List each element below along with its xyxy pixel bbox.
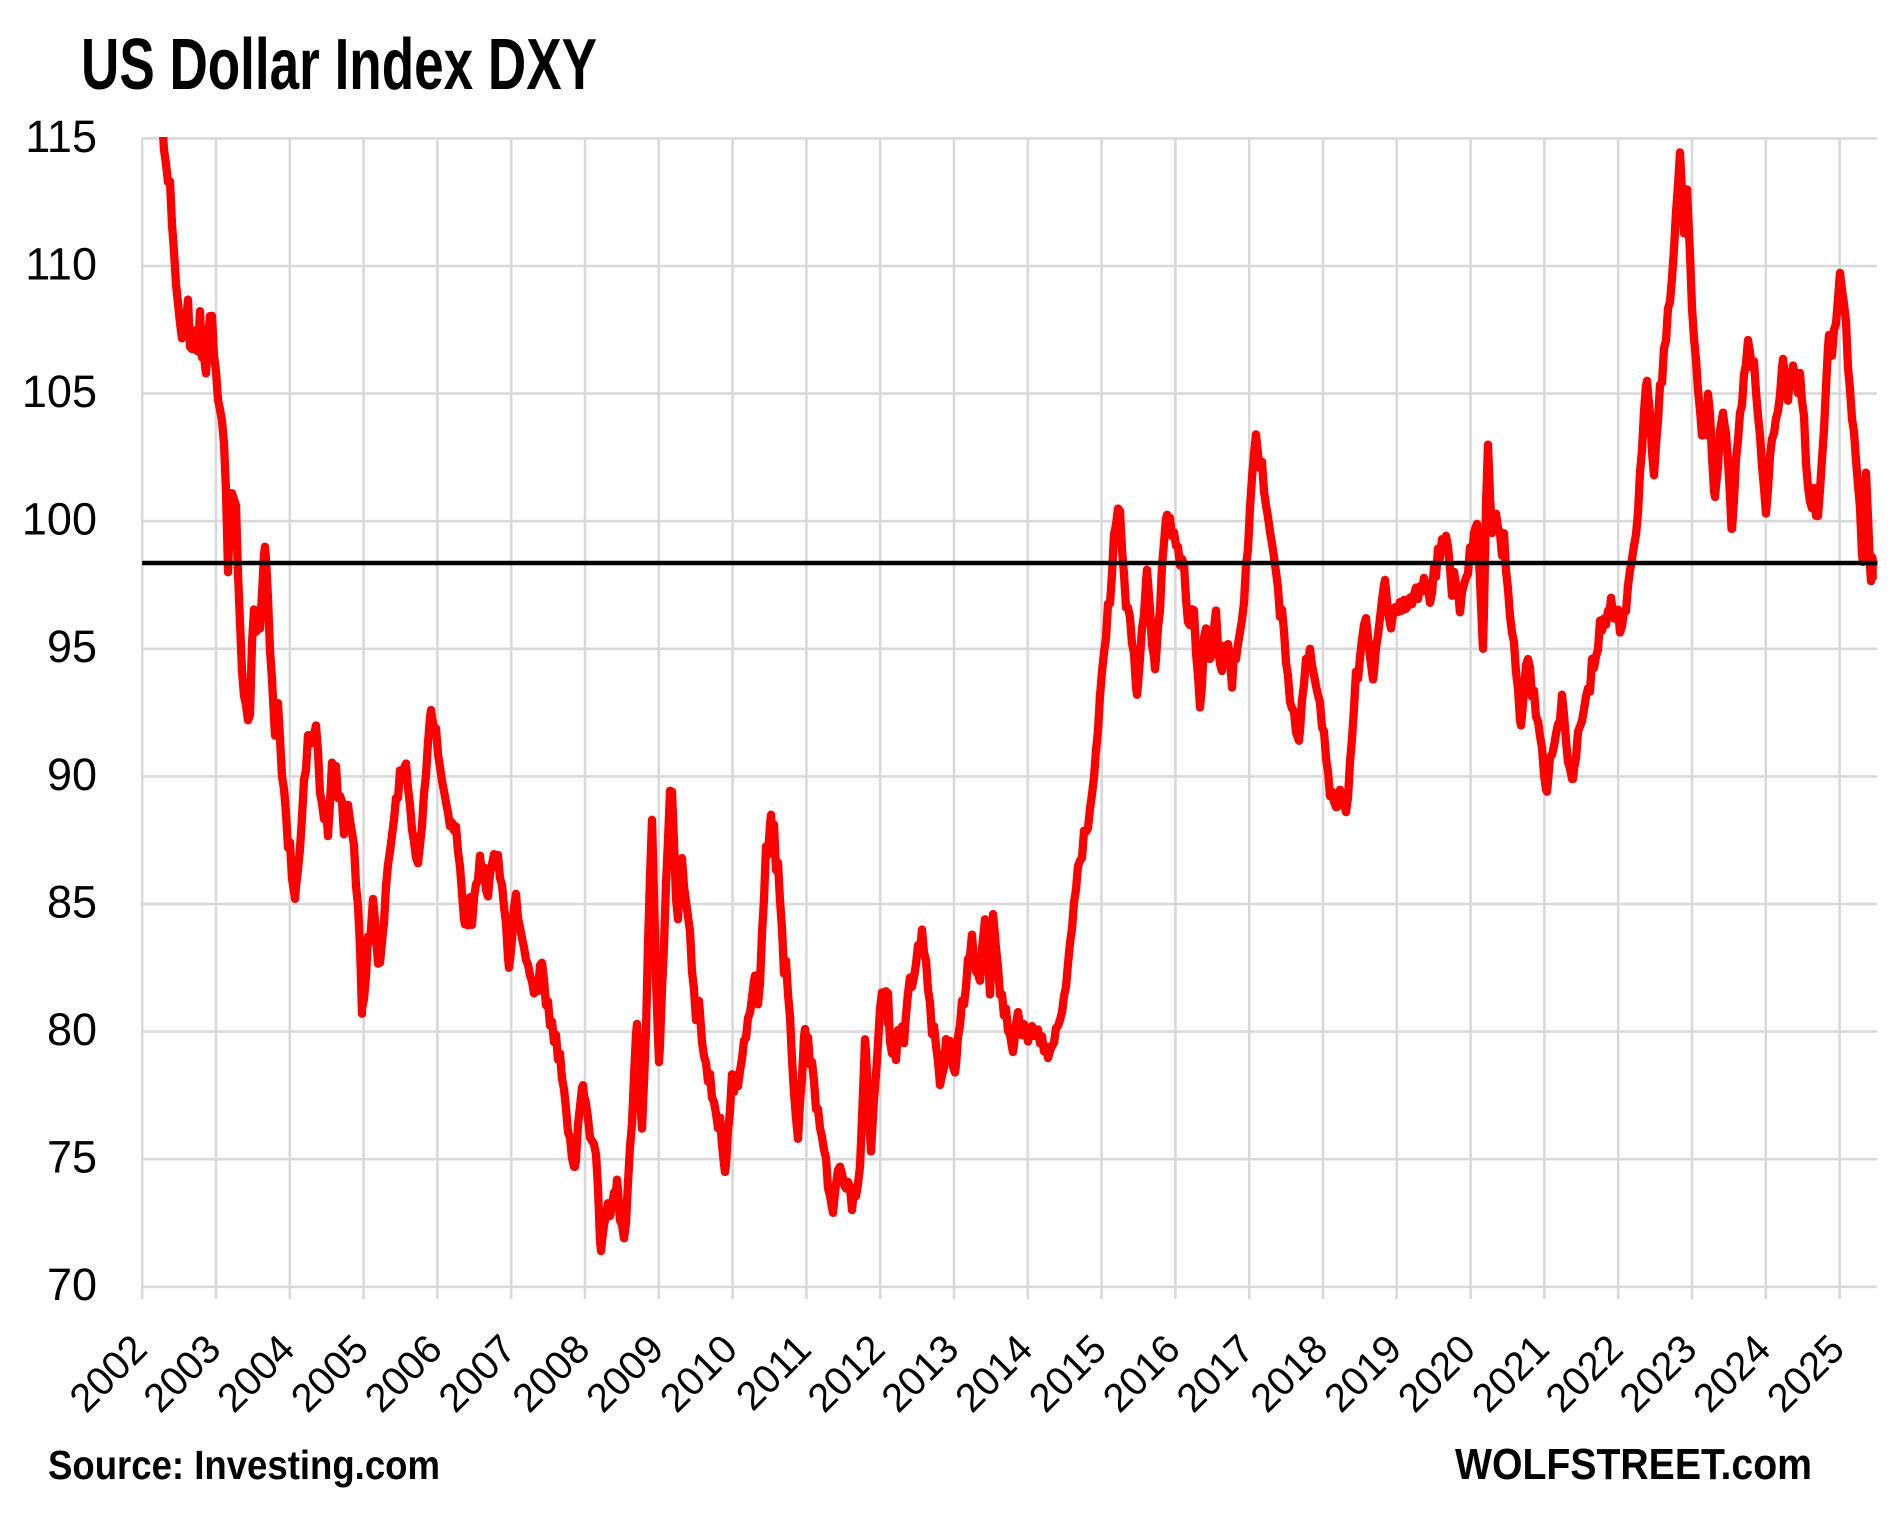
- svg-text:75: 75: [47, 1132, 97, 1183]
- svg-text:Source: Investing.com: Source: Investing.com: [48, 1442, 440, 1488]
- svg-text:80: 80: [47, 1004, 97, 1055]
- svg-text:90: 90: [47, 749, 97, 800]
- svg-text:115: 115: [25, 111, 97, 162]
- svg-text:110: 110: [25, 238, 97, 289]
- svg-text:US Dollar Index DXY: US Dollar Index DXY: [81, 25, 597, 105]
- svg-text:85: 85: [47, 876, 97, 927]
- svg-text:100: 100: [22, 494, 97, 545]
- svg-text:105: 105: [22, 366, 97, 417]
- svg-text:WOLFSTREET.com: WOLFSTREET.com: [1455, 1440, 1812, 1489]
- svg-text:70: 70: [47, 1259, 97, 1310]
- svg-text:95: 95: [47, 621, 97, 672]
